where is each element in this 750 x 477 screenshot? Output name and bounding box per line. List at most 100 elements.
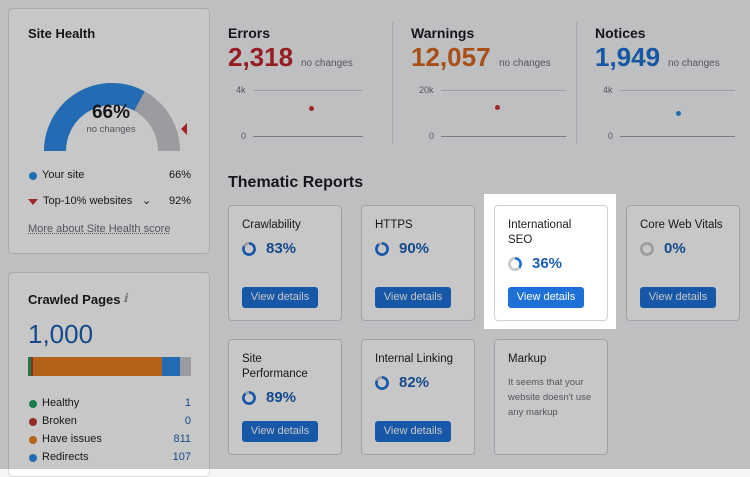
- bar-segment-have-issues: [32, 357, 162, 376]
- report-name: Markup: [508, 353, 547, 365]
- have-issues-dot: [29, 436, 37, 444]
- notices-ymin: 0: [608, 131, 614, 141]
- warnings-title: Warnings: [411, 25, 475, 41]
- warnings-change: no changes: [499, 58, 551, 69]
- view-details-button[interactable]: View details: [242, 421, 318, 442]
- report-pct: 0%: [664, 240, 686, 257]
- more-about-site-health-link[interactable]: More about Site Health score: [28, 223, 171, 235]
- healthy-label: Healthy: [42, 397, 80, 409]
- crawled-pages-card: Crawled Pages ℹ 1,000 Healthy 1 Broken 0…: [8, 272, 210, 477]
- score-ring-icon: [242, 242, 256, 256]
- notices-grid-top: [620, 90, 735, 91]
- view-details-button[interactable]: View details: [375, 421, 451, 442]
- warnings-value[interactable]: 12,057: [411, 42, 491, 72]
- errors-title: Errors: [228, 25, 271, 41]
- crawled-pages-total[interactable]: 1,000: [28, 319, 94, 349]
- have-issues-label: Have issues: [42, 433, 102, 445]
- top10-triangle-icon: [28, 199, 38, 205]
- report-card-markup: Markup It seems that your website doesn'…: [494, 339, 608, 455]
- notices-value[interactable]: 1,949: [595, 42, 661, 72]
- report-card-site-performance: Site Performance 89% View details: [228, 339, 342, 455]
- markup-note: It seems that your website doesn't use a…: [508, 377, 592, 418]
- errors-grid-bottom: [253, 136, 363, 137]
- report-name: Site Performance: [242, 353, 308, 380]
- report-card-international-seo: International SEO 36% View details: [494, 205, 608, 321]
- view-details-button[interactable]: View details: [640, 287, 716, 308]
- warnings-ymax: 20k: [419, 85, 434, 95]
- report-name: International SEO: [508, 219, 572, 246]
- your-site-value: 66%: [168, 169, 191, 181]
- bar-segment-healthy: [28, 357, 32, 376]
- redirects-value[interactable]: 107: [172, 451, 191, 463]
- site-health-card: Site Health 66% no changes Your site 66%…: [8, 8, 210, 254]
- notices-title: Notices: [595, 25, 646, 41]
- report-card-https: HTTPS 90% View details: [361, 205, 475, 321]
- notices-ymax: 4k: [603, 85, 613, 95]
- top10-value: 92%: [168, 195, 191, 207]
- report-pct: 82%: [399, 374, 430, 391]
- warnings-metric: Warnings 12,057 no changes 20k 0: [411, 22, 581, 152]
- view-details-button[interactable]: View details: [242, 287, 318, 308]
- have-issues-value[interactable]: 811: [173, 433, 191, 445]
- errors-grid-top: [253, 90, 363, 91]
- chevron-down-icon[interactable]: ⌄: [142, 195, 152, 207]
- top10-marker-icon: [181, 123, 187, 135]
- bar-segment-redirects: [161, 357, 180, 376]
- notices-data-point: [676, 111, 681, 116]
- crawled-pages-title: Crawled Pages: [28, 292, 121, 307]
- healthy-value[interactable]: 1: [184, 397, 191, 409]
- warnings-grid-top: [441, 90, 566, 91]
- redirects-label: Redirects: [42, 451, 89, 463]
- report-card-core-web-vitals: Core Web Vitals 0% View details: [626, 205, 740, 321]
- report-card-crawlability: Crawlability 83% View details: [228, 205, 342, 321]
- gauge-fill: [44, 83, 145, 152]
- redirects-dot: [29, 454, 37, 462]
- report-name: Crawlability: [242, 219, 301, 231]
- thematic-reports-title: Thematic Reports: [228, 174, 364, 191]
- view-details-button[interactable]: View details: [508, 287, 584, 308]
- bar-segment-other: [179, 357, 191, 376]
- broken-dot: [29, 418, 37, 426]
- score-ring-icon: [242, 391, 256, 405]
- score-ring-icon: [640, 242, 654, 256]
- errors-ymin: 0: [241, 131, 247, 141]
- report-name: HTTPS: [375, 219, 413, 231]
- report-pct: 89%: [266, 389, 297, 406]
- broken-value[interactable]: 0: [184, 415, 191, 427]
- warnings-grid-bottom: [441, 136, 566, 137]
- errors-ymax: 4k: [236, 85, 246, 95]
- warnings-ymin: 0: [429, 131, 435, 141]
- report-name: Core Web Vitals: [640, 219, 723, 231]
- broken-label: Broken: [42, 415, 77, 427]
- site-health-gauge: [44, 83, 187, 152]
- notices-change: no changes: [668, 58, 720, 69]
- info-icon[interactable]: ℹ: [123, 291, 128, 305]
- site-health-change: no changes: [86, 124, 136, 135]
- healthy-dot: [29, 400, 37, 408]
- errors-change: no changes: [301, 58, 353, 69]
- report-card-internal-linking: Internal Linking 82% View details: [361, 339, 475, 455]
- metric-separator: [392, 22, 393, 144]
- warnings-data-point: [495, 105, 500, 110]
- score-ring-icon: [508, 257, 522, 271]
- report-pct: 36%: [532, 255, 563, 272]
- report-pct: 83%: [266, 240, 297, 257]
- notices-metric: Notices 1,949 no changes 4k 0: [595, 22, 745, 152]
- your-site-dot: [29, 172, 37, 180]
- your-site-label: Your site: [42, 169, 85, 181]
- report-pct: 90%: [399, 240, 430, 257]
- report-name: Internal Linking: [375, 353, 453, 365]
- errors-metric: Errors 2,318 no changes 4k 0: [228, 22, 398, 152]
- top10-dropdown[interactable]: Top-10% websites: [43, 195, 133, 207]
- site-health-score: 66%: [91, 102, 131, 123]
- score-ring-icon: [375, 242, 389, 256]
- crawled-pages-bar: [28, 357, 191, 376]
- site-health-title: Site Health: [28, 26, 96, 41]
- score-ring-icon: [375, 376, 389, 390]
- bar-segment-broken: [31, 357, 33, 376]
- errors-value[interactable]: 2,318: [228, 42, 294, 72]
- metric-separator: [576, 22, 577, 144]
- notices-grid-bottom: [620, 136, 735, 137]
- errors-data-point: [309, 106, 314, 111]
- view-details-button[interactable]: View details: [375, 287, 451, 308]
